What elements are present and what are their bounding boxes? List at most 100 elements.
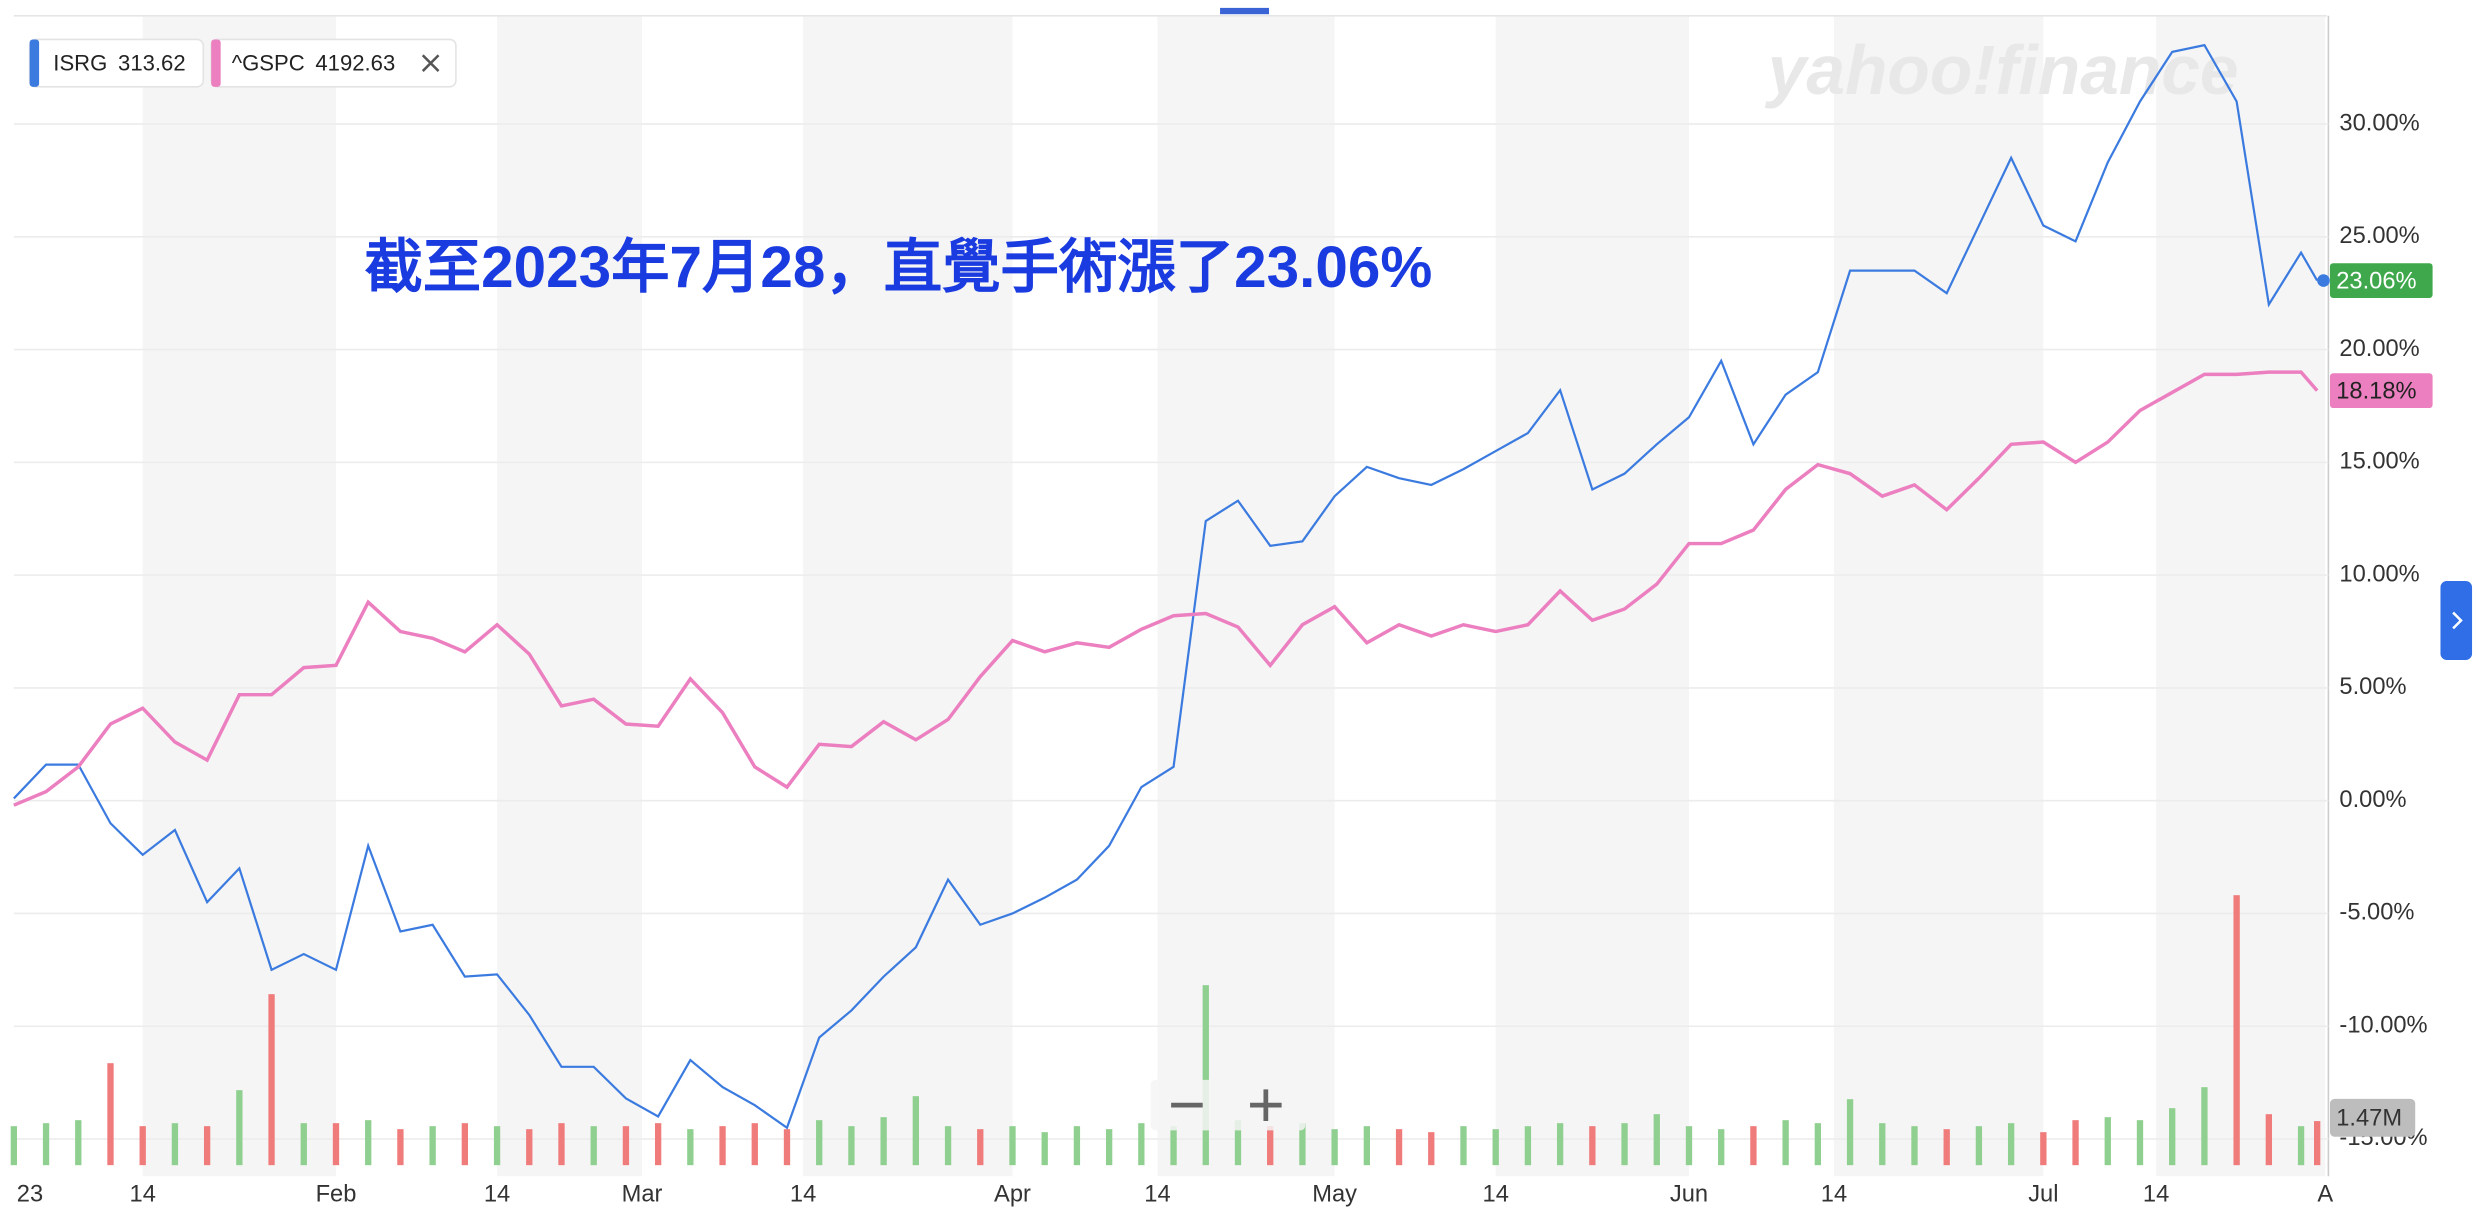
volume-bar <box>1653 1114 1660 1166</box>
axis-labels: 23 14 Feb 14 Mar 14 Apr 14 May 14 Jun 14 Jul 14 A 30.00… <box>17 110 2433 1207</box>
x-tick-label: 14 <box>1483 1181 1509 1207</box>
y-tick-label: 20.00% <box>2339 336 2419 362</box>
x-tick-label: Feb <box>316 1181 357 1207</box>
volume-bar <box>42 1123 50 1166</box>
x-tick-label: 14 <box>790 1181 816 1207</box>
volume-bar <box>365 1120 372 1166</box>
legend-price: 313.62 <box>118 51 186 76</box>
volume-bar <box>429 1126 436 1166</box>
volume-bar <box>1428 1132 1435 1166</box>
volume-bar <box>1073 1126 1081 1166</box>
volume-bar <box>236 1090 243 1166</box>
x-tick-label: 14 <box>1144 1181 1170 1207</box>
legend-swatch <box>211 39 221 87</box>
x-tick-label: A <box>2317 1181 2333 1207</box>
volume-bar <box>2104 1117 2111 1166</box>
x-tick-label: Mar <box>622 1181 663 1207</box>
volume-bar <box>687 1129 694 1166</box>
volume-bar <box>1975 1126 1983 1166</box>
volume-bar <box>719 1126 726 1166</box>
volume-bar <box>203 1126 211 1166</box>
volume-bar <box>1492 1129 1499 1166</box>
volume-bar <box>1589 1126 1596 1166</box>
grid <box>13 123 2329 1140</box>
volume-bar <box>2314 1121 2321 1166</box>
volume-bar <box>1911 1126 1918 1166</box>
x-tick-label: Jun <box>1670 1181 1708 1207</box>
volume-bar <box>1621 1123 1628 1166</box>
volume-bar <box>654 1123 662 1166</box>
volume-bar <box>1267 1126 1274 1166</box>
volume-bar <box>107 1063 114 1166</box>
y-tick-label: 30.00% <box>2339 110 2419 136</box>
volume-bar <box>1879 1123 1886 1166</box>
x-tick-label: 14 <box>484 1181 510 1207</box>
band <box>1833 15 2044 1177</box>
volume-bar <box>526 1129 533 1166</box>
legend-price: 4192.63 <box>315 51 395 76</box>
volume-bar <box>461 1123 469 1166</box>
volume-bar <box>493 1126 501 1166</box>
volume-bar <box>2007 1123 2015 1166</box>
zoom-controls <box>1150 1079 1306 1131</box>
volume-bar <box>1395 1129 1403 1166</box>
volume-bar <box>1234 1120 1242 1166</box>
volume-bar <box>1331 1129 1338 1166</box>
side-tab[interactable] <box>2440 581 2473 660</box>
volume-bar <box>2201 1087 2208 1166</box>
volume-bar <box>10 1126 17 1166</box>
y-tick-label: 15.00% <box>2339 449 2419 475</box>
legend: ISRG 313.62 ^GSPC 4192.63 <box>28 38 457 88</box>
volume-bar <box>912 1096 920 1166</box>
volume-bar <box>944 1126 952 1166</box>
volume-bar <box>2265 1114 2273 1166</box>
legend-name: ^GSPC <box>232 51 305 76</box>
legend-swatch <box>29 39 40 87</box>
volume-bar <box>880 1117 887 1166</box>
volume-bar <box>1202 985 1209 1166</box>
series-line <box>13 370 2319 807</box>
x-tick-label: Jul <box>2028 1181 2058 1207</box>
band <box>1157 15 1335 1177</box>
volume-bar <box>139 1126 146 1166</box>
x-tick-label: 23 <box>17 1181 43 1207</box>
watermark: yahoo!finance <box>1765 31 2239 109</box>
volume-bar <box>268 994 275 1166</box>
volume-label-bg <box>2329 1098 2416 1137</box>
volume-bar <box>977 1129 984 1166</box>
volume-bar <box>2233 895 2240 1166</box>
volume-bar <box>1138 1123 1145 1166</box>
legend-close[interactable] <box>421 54 440 72</box>
volume-bar <box>1524 1126 1532 1166</box>
x-tick-label: 14 <box>2143 1181 2169 1207</box>
volume <box>10 895 2321 1166</box>
volume-bar <box>1782 1120 1789 1166</box>
y-tick-label: 10.00% <box>2339 561 2419 587</box>
zoom-in[interactable] <box>1250 1089 1282 1121</box>
x-tick-label: 14 <box>1821 1181 1847 1207</box>
bands <box>142 15 2326 1177</box>
volume-bar <box>622 1126 630 1166</box>
x-tick-label: 14 <box>130 1181 156 1207</box>
band <box>497 15 643 1177</box>
volume-bar <box>332 1123 340 1166</box>
volume-bar <box>1718 1129 1725 1166</box>
volume-bar <box>2040 1132 2047 1166</box>
volume-label: 1.47M <box>2336 1106 2402 1132</box>
volume-bar <box>783 1129 791 1166</box>
end-label: 23.06% <box>2336 268 2416 294</box>
volume-bar <box>2072 1120 2079 1166</box>
volume-bar <box>1846 1099 1854 1166</box>
volume-bar <box>1685 1126 1693 1166</box>
volume-bar <box>1750 1126 1757 1166</box>
volume-bar <box>2297 1126 2305 1166</box>
y-tick-label: 25.00% <box>2339 223 2419 249</box>
volume-bar <box>2169 1108 2176 1166</box>
volume-bar <box>1460 1126 1467 1166</box>
band <box>803 15 1013 1177</box>
volume-bar <box>1299 1123 1306 1166</box>
x-tick-label: Apr <box>994 1181 1031 1207</box>
volume-bar <box>171 1123 179 1166</box>
